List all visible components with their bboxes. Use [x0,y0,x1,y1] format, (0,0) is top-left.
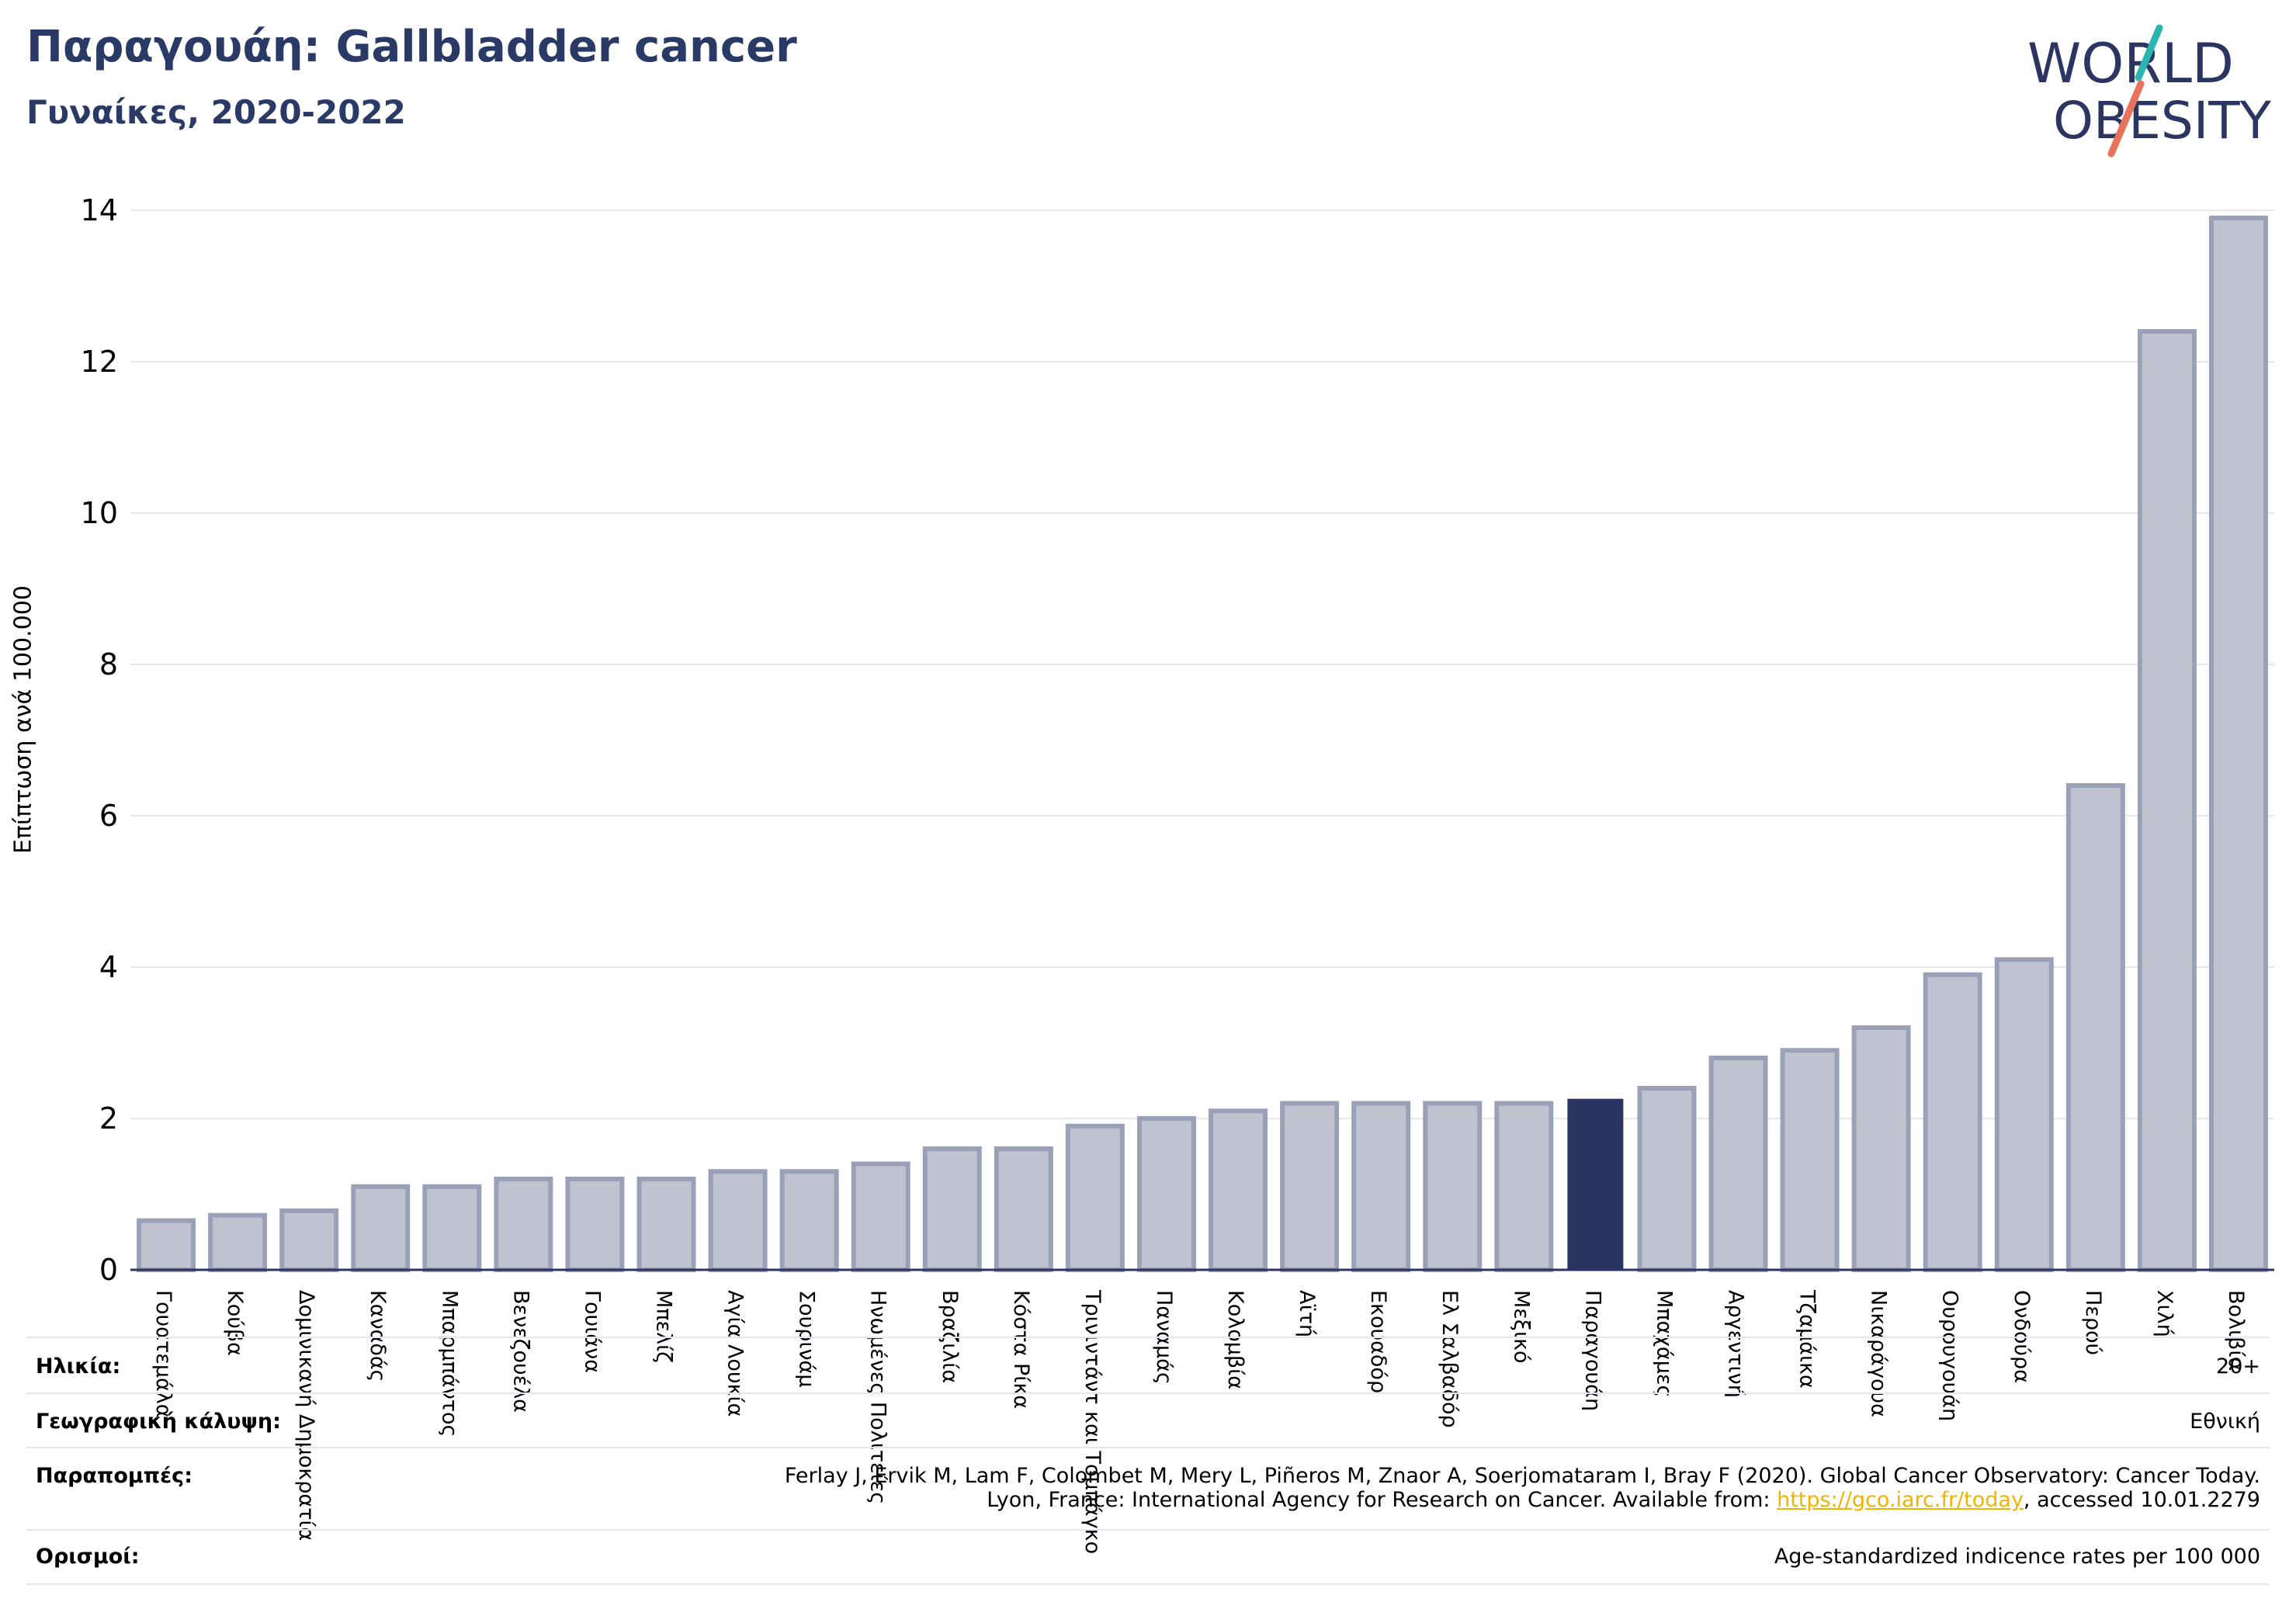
references-label: Παραπομπές: [36,1464,192,1488]
x-tick-label: Χιλή [2152,1290,2176,1337]
x-tick-label: Τζαμάικα [1795,1289,1819,1389]
bar [708,1169,768,1272]
x-tick-label: Ηνωμένες Πολιτείες [866,1290,890,1504]
bar [1567,1098,1624,1271]
x-tick-label: Σουρινάμ [795,1290,819,1388]
world-obesity-logo: WORLD OBESITY [2027,24,2272,158]
bar [1923,972,1982,1272]
bar [351,1184,411,1272]
y-tick-label: 6 [99,799,118,833]
bar [1994,957,2054,1272]
x-tick-label: Αϊτή [1295,1290,1319,1337]
info-separator [26,1337,2270,1338]
y-tick-label: 8 [99,647,118,681]
bar [1065,1123,1125,1272]
bar [779,1169,839,1272]
bar [922,1146,982,1272]
chart-subtitle: Γυναίκες, 2020-2022 [26,93,406,131]
age-value: 20+ [2216,1354,2260,1379]
references-line-2-start: Lyon, France: International Agency for R… [987,1488,1777,1512]
x-tick-label: Βενεζουέλα [508,1290,532,1413]
info-separator [26,1529,2270,1531]
bar [1423,1101,1483,1272]
bar [1209,1108,1268,1272]
x-tick-label: Κολομβία [1223,1290,1247,1389]
x-tick-label: Τρινιντάντ και Τομπάγκο [1080,1289,1105,1554]
logo-slash-teal [2135,24,2163,81]
bar [1708,1056,1768,1272]
info-separator [26,1447,2270,1448]
x-tick-label: Μπαρμπάντος [437,1290,461,1437]
references-link[interactable]: https://gco.iarc.fr/today [1777,1488,2024,1512]
bar [994,1146,1053,1272]
bar [851,1161,910,1272]
x-tick-label: Κούβα [223,1290,247,1356]
x-tick-label: Δομινικανή Δημοκρατία [294,1290,318,1541]
bar [2065,783,2125,1272]
logo-obesity-text: OBESITY [2053,91,2272,151]
y-tick-label: 0 [99,1253,118,1287]
bar [137,1218,196,1272]
bar [636,1177,696,1272]
x-tick-label: Μπελίζ [652,1290,676,1363]
bar [1494,1101,1554,1272]
x-tick-label: Παραγουάη [1580,1290,1604,1411]
x-tick-label: Βολιβία [2224,1290,2248,1371]
y-tick-label: 2 [99,1101,118,1136]
x-tick-label: Αργεντινή [1724,1290,1748,1398]
x-tick-label: Καναδάς [366,1290,390,1382]
definitions-value: Age-standardized indicence rates per 100… [1774,1545,2260,1569]
y-tick-label: 14 [81,193,118,227]
references-line-1: Ferlay J, Ervik M, Lam F, Colombet M, Me… [784,1464,2260,1488]
y-tick-label: 10 [81,496,118,530]
x-tick-label: Ελ Σαλβαδόρ [1438,1290,1462,1428]
x-tick-label: Μπαχάμες [1652,1290,1676,1397]
coverage-value: Εθνική [2190,1410,2260,1434]
x-tick-label: Περού [2081,1290,2105,1355]
info-separator [26,1583,2270,1585]
bar [1351,1101,1411,1272]
y-tick-label: 12 [81,345,118,379]
bar [494,1177,553,1272]
bar [1136,1116,1196,1272]
x-tick-label: Ονδούρα [2010,1290,2034,1383]
bar [2208,215,2268,1272]
bar [279,1208,339,1272]
logo-world-text: WORLD [2027,32,2234,95]
bar [422,1184,482,1272]
x-tick-label: Γουατεμάλα [151,1290,175,1418]
bar [1780,1048,1840,1272]
bar [1280,1101,1340,1272]
x-tick-label: Γουιάνα [580,1290,604,1373]
bar [2137,329,2197,1272]
bar [1637,1086,1697,1272]
coverage-label: Γεωγραφική κάλυψη: [36,1410,281,1434]
bar [1851,1025,1911,1272]
x-tick-label: Κόστα Ρίκα [1009,1290,1033,1409]
chart-title: Παραγουάη: Gallbladder cancer [26,22,797,72]
bar [208,1212,268,1273]
references-text: Ferlay J, Ervik M, Lam F, Colombet M, Me… [785,1464,2260,1512]
info-separator [26,1392,2270,1394]
references-line-2: Lyon, France: International Agency for R… [785,1488,2260,1512]
age-label: Ηλικία: [36,1354,121,1379]
bar [565,1177,625,1272]
x-tick-label: Ουρουγουάη [1938,1290,1962,1421]
x-tick-label: Μεξικό [1509,1290,1533,1364]
x-tick-label: Νικαράγουα [1867,1290,1891,1417]
logo-slash-coral [2107,80,2145,158]
x-tick-label: Εκουαδόρ [1366,1290,1390,1393]
references-line-2-end: , accessed 10.01.2279 [2023,1488,2260,1512]
y-tick-label: 4 [99,950,118,984]
x-tick-label: Αγία Λουκία [723,1290,747,1417]
definitions-label: Ορισμοί: [36,1545,140,1569]
